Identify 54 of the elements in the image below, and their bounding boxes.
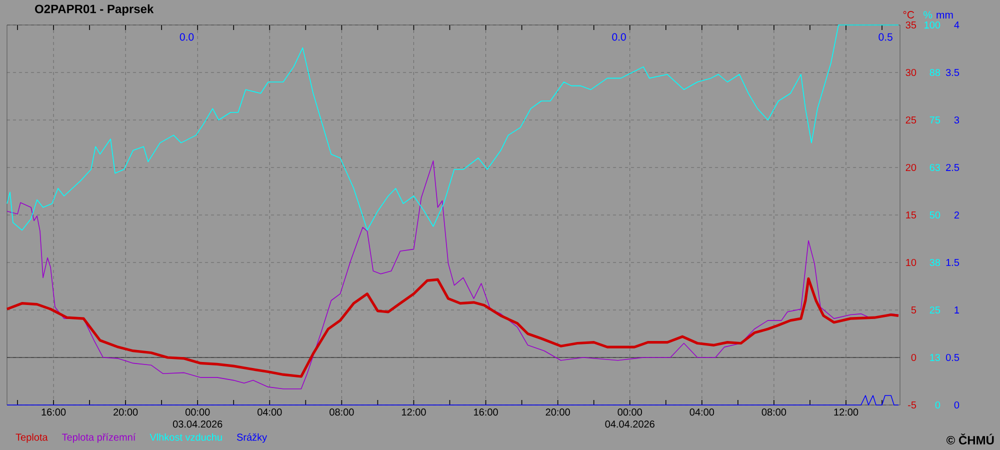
y2-tick-label: 50: [930, 211, 940, 219]
line-series: [6, 160, 899, 390]
x-tick-label: 08:00: [762, 408, 786, 416]
y2-tick-label: 63: [930, 164, 940, 172]
text: Teplota: [16, 433, 48, 443]
annotation: 0.0: [180, 33, 194, 41]
y2-tick-label: 38: [930, 258, 940, 266]
x-tick-label: 04:00: [690, 408, 714, 416]
x-tick-label: 16:00: [42, 408, 66, 416]
y2-tick-label: 0: [935, 401, 940, 409]
y2-tick-label: 75: [930, 116, 940, 124]
y3-tick-label: 2.5: [946, 164, 960, 172]
line-series: [6, 277, 900, 378]
y-tick-label: 30: [906, 68, 916, 76]
chart-title: O2PAPR01 - Paprsek: [35, 4, 154, 16]
x-tick-label: 20:00: [546, 408, 570, 416]
x-tick-label: 04:00: [258, 408, 282, 416]
line-series: [6, 24, 899, 231]
x-tick-label: 08:00: [330, 408, 354, 416]
y2-tick-label: 13: [930, 354, 940, 362]
y-tick-label: -5: [908, 402, 916, 408]
text: Vlhkost vzduchu: [150, 433, 222, 441]
x-tick-label: 20:00: [114, 408, 138, 416]
y-tick-label: 10: [906, 258, 916, 266]
text: © ČHMÚ: [946, 434, 994, 444]
y-tick-label: 0: [911, 354, 916, 362]
y-axis-title: °C: [903, 11, 914, 18]
x-tick-label: 00:00 03.04.2026: [172, 408, 222, 428]
x-tick-label: 12:00: [834, 408, 858, 416]
y-tick-label: 5: [911, 306, 916, 314]
y2-tick-label: 25: [930, 306, 940, 314]
y3-tick-label: 1: [954, 306, 959, 314]
y3-tick-label: 1.5: [946, 259, 960, 266]
annotation: 0.5: [878, 33, 892, 41]
y3-axis-title: mm: [936, 12, 953, 18]
y3-tick-label: 3.5: [946, 68, 960, 76]
y3-tick-label: 0: [954, 401, 960, 409]
y2-axis-title: %: [924, 11, 932, 18]
x-tick-label: 00:00 04.04.2026: [605, 408, 654, 428]
annotation: 0.0: [612, 33, 626, 41]
y3-tick-label: 2: [954, 212, 959, 218]
y3-tick-label: 3: [954, 116, 960, 124]
y3-tick-label: 0.5: [946, 354, 960, 362]
y2-tick-label: 88: [930, 68, 940, 76]
y3-tick-label: 4: [954, 22, 960, 28]
text: Teplota přízemní: [62, 433, 136, 443]
y2-tick-label: 100: [924, 21, 940, 29]
x-tick-label: 12:00: [402, 408, 426, 416]
y-tick-label: 25: [906, 116, 916, 124]
x-tick-label: 16:00: [474, 408, 498, 416]
y-tick-label: 15: [906, 212, 916, 218]
text: Srážky: [236, 433, 268, 443]
y-tick-label: 20: [906, 164, 916, 172]
y-tick-label: 35: [906, 21, 916, 29]
